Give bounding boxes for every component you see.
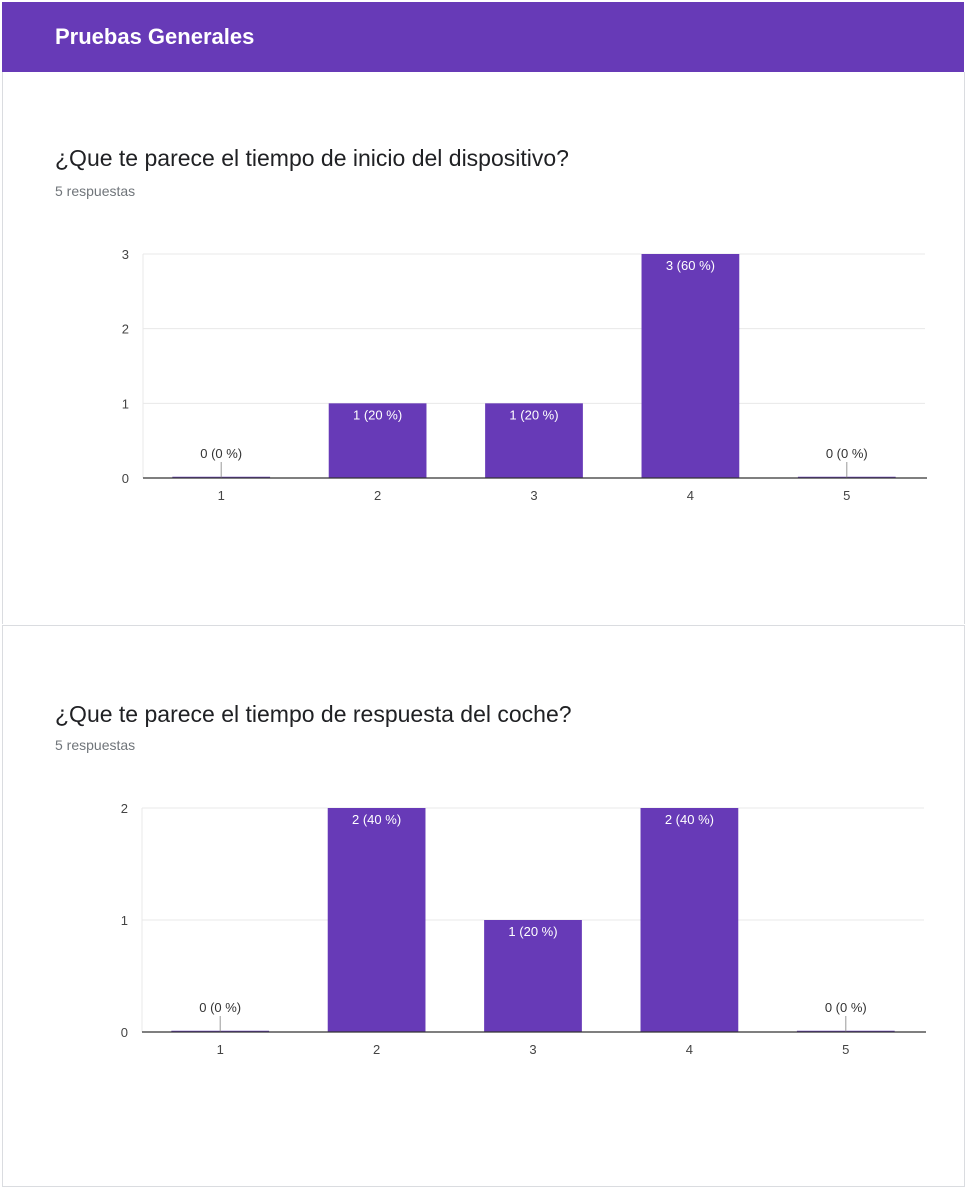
x-tick-label: 2 bbox=[373, 1042, 380, 1057]
x-tick-label: 4 bbox=[687, 488, 694, 503]
bar-data-label: 1 (20 %) bbox=[353, 407, 402, 422]
y-tick-label: 1 bbox=[121, 913, 128, 928]
x-tick-label: 1 bbox=[218, 488, 225, 503]
x-tick-label: 5 bbox=[843, 488, 850, 503]
bar bbox=[641, 254, 740, 478]
x-tick-label: 3 bbox=[530, 488, 537, 503]
bar bbox=[484, 920, 582, 1032]
x-tick-label: 3 bbox=[529, 1042, 536, 1057]
x-tick-label: 4 bbox=[686, 1042, 693, 1057]
response-count: 5 respuestas bbox=[55, 737, 136, 753]
bar-chart-1: 0 1 2 3 0 (0 %) 1 1 (20 %) 2 1 (20 %) 3 3 (60 %) 4 0… bbox=[122, 247, 927, 503]
form-header: Pruebas Generales bbox=[2, 2, 964, 72]
x-tick-label: 1 bbox=[217, 1042, 224, 1057]
bar-data-label: 1 (20 %) bbox=[509, 407, 558, 422]
bar bbox=[328, 403, 427, 478]
bar-data-label: 0 (0 %) bbox=[826, 446, 868, 461]
bar-data-label: 0 (0 %) bbox=[200, 446, 242, 461]
response-count: 5 respuestas bbox=[55, 183, 136, 199]
bar bbox=[327, 808, 426, 1032]
bar-data-label: 2 (40 %) bbox=[665, 812, 714, 827]
question-card-2: ¿Que te parece el tiempo de respuesta de… bbox=[2, 625, 965, 1187]
bar bbox=[640, 808, 739, 1032]
bar-data-label: 3 (60 %) bbox=[666, 258, 715, 273]
bar-data-label: 2 (40 %) bbox=[352, 812, 401, 827]
question-title: ¿Que te parece el tiempo de respuesta de… bbox=[55, 701, 572, 727]
x-tick-label: 5 bbox=[842, 1042, 849, 1057]
question-title: ¿Que te parece el tiempo de inicio del d… bbox=[55, 145, 569, 171]
y-tick-label: 2 bbox=[121, 801, 128, 816]
bar-data-label: 0 (0 %) bbox=[825, 1000, 867, 1015]
form-title: Pruebas Generales bbox=[55, 24, 255, 49]
y-tick-label: 3 bbox=[122, 247, 129, 262]
bar bbox=[485, 403, 583, 478]
bar-chart-2: 0 1 2 0 (0 %) 1 2 (40 %) 2 1 (20 %) 3 2 (40 %) 4 0 … bbox=[121, 801, 926, 1057]
y-tick-label: 2 bbox=[122, 322, 129, 337]
x-tick-label: 2 bbox=[374, 488, 381, 503]
y-tick-label: 0 bbox=[122, 471, 129, 486]
bar-data-label: 0 (0 %) bbox=[199, 1000, 241, 1015]
bar-data-label: 1 (20 %) bbox=[508, 924, 557, 939]
y-tick-label: 1 bbox=[122, 396, 129, 411]
question-card-1: ¿Que te parece el tiempo de inicio del d… bbox=[2, 72, 965, 624]
y-tick-label: 0 bbox=[121, 1025, 128, 1040]
